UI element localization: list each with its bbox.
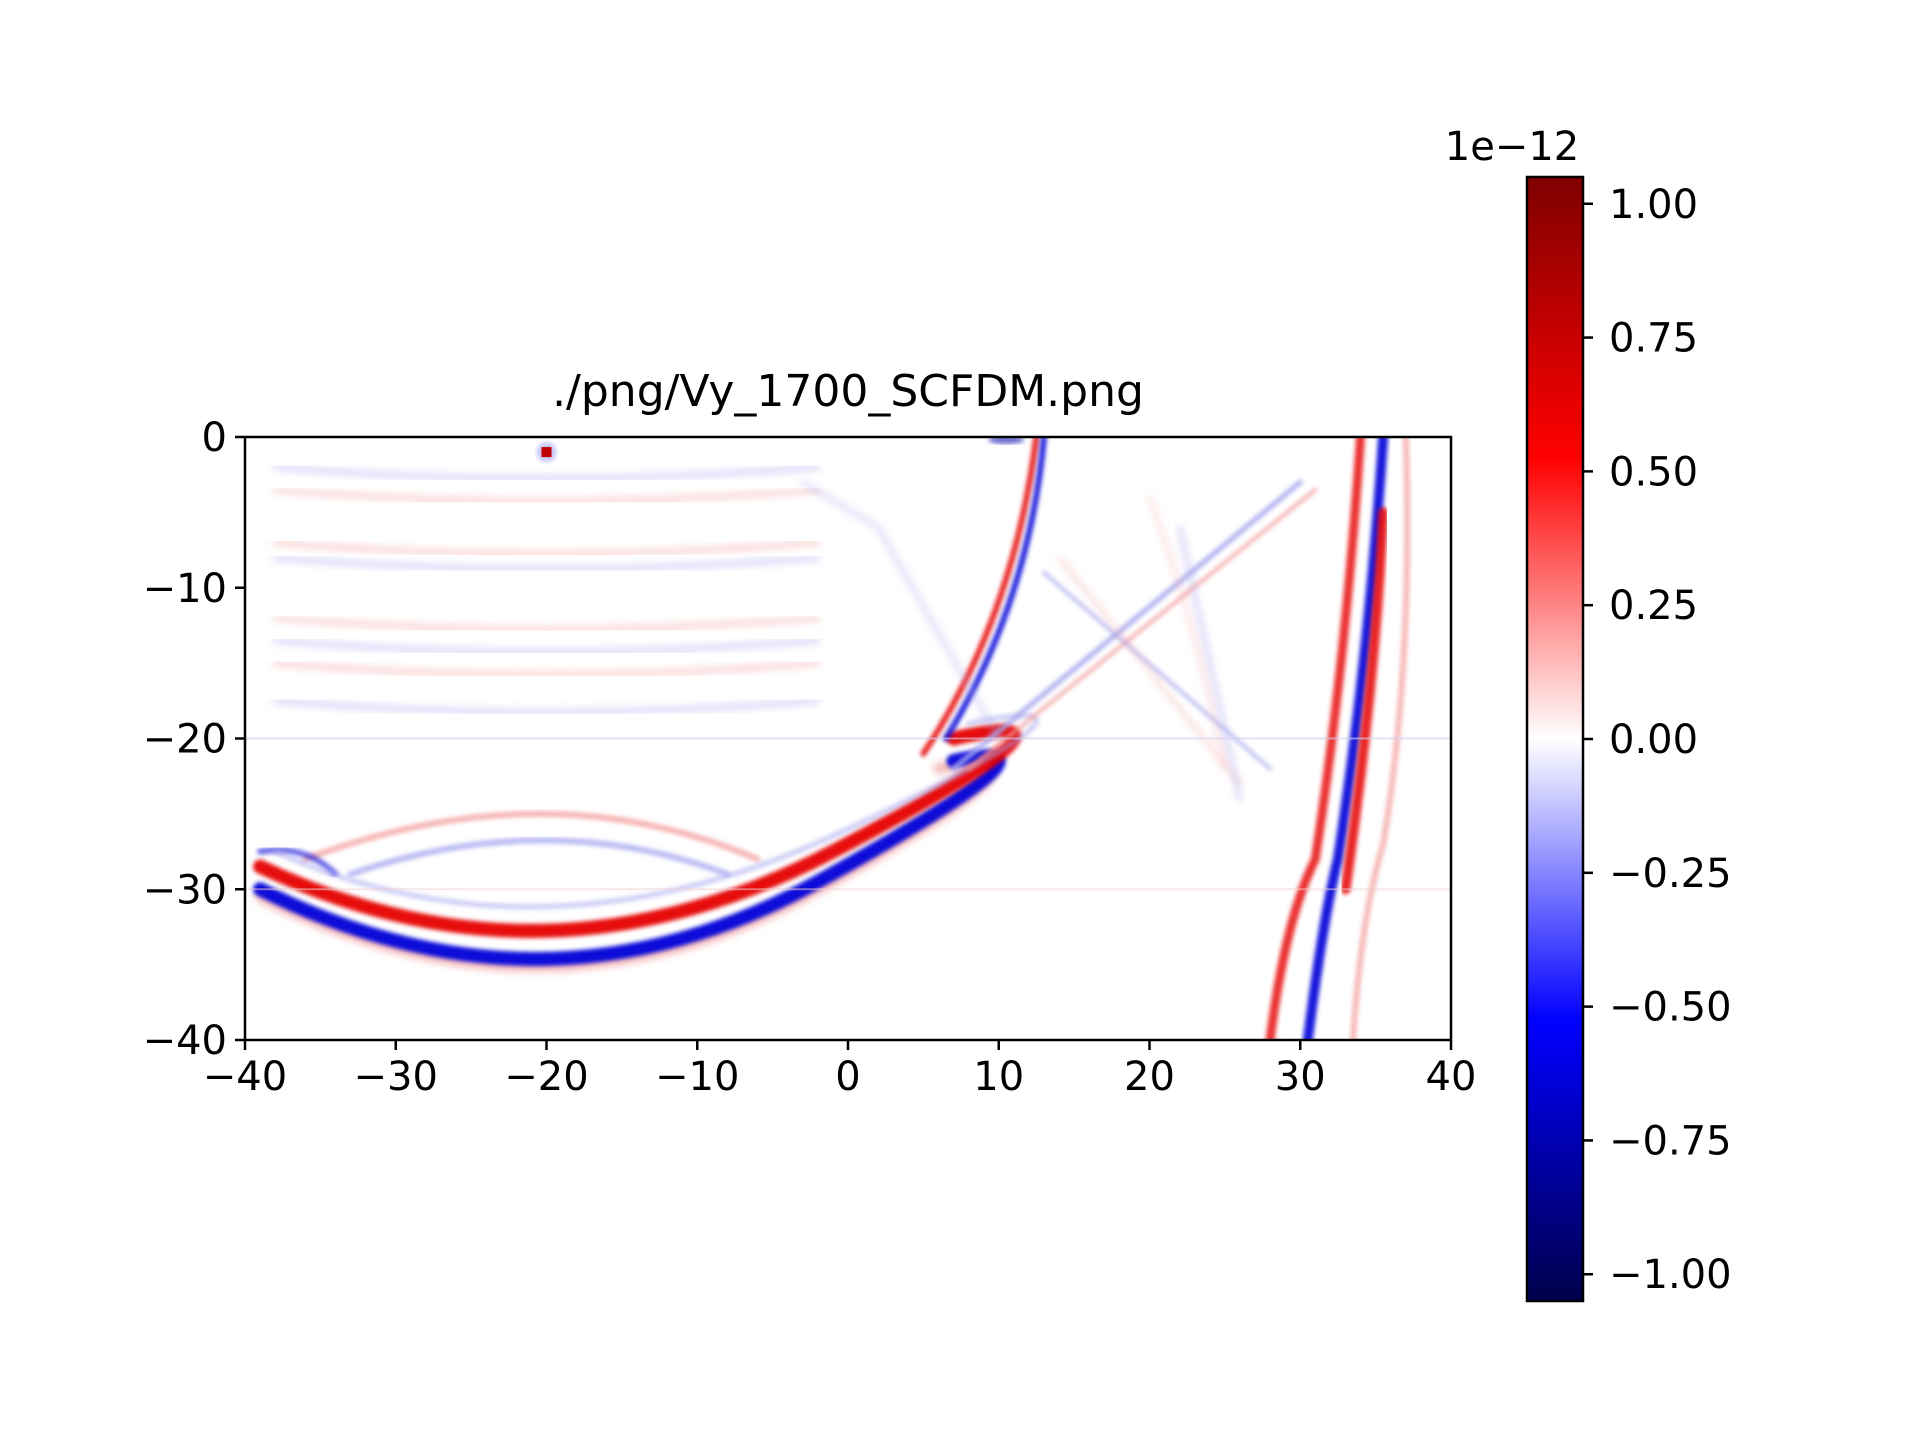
right-front-red-2 xyxy=(1340,507,1389,895)
colorbar-bar xyxy=(1525,175,1585,1303)
y-tick-label: −40 xyxy=(143,1018,227,1064)
right-front-outer xyxy=(1350,437,1411,1040)
colorbar-tick-label: 1.00 xyxy=(1609,182,1698,228)
right-front-blue xyxy=(1302,437,1389,1040)
y-tick-label: −10 xyxy=(143,566,227,612)
y-axis: 0 −10 −20 −30 −40 xyxy=(143,415,245,1064)
plot-area: −40 −30 −20 −10 0 10 20 30 40 0 −10 −20 −30 −40 xyxy=(143,415,1477,1100)
x-tick-label: −40 xyxy=(203,1054,287,1100)
y-tick-label: −30 xyxy=(143,867,227,913)
diagonal-wave xyxy=(1042,570,1273,771)
rising-branch-blue xyxy=(943,437,1047,742)
chart-title: ./png/Vy_1700_SCFDM.png xyxy=(552,366,1144,417)
diagonal-wave xyxy=(1057,556,1242,786)
ripple-band xyxy=(272,464,821,481)
right-front-red-1 xyxy=(1265,437,1365,1040)
inner-arc xyxy=(347,837,731,878)
colorbar-tick-label: −0.50 xyxy=(1609,985,1732,1031)
colorbar-tick-label: 0.50 xyxy=(1609,449,1698,495)
x-tick-label: −20 xyxy=(504,1054,588,1100)
colorbar: 1e−12 1.00 0.75 0.50 0.25 0.00 −0.25 −0.50 −0.7… xyxy=(1445,124,1732,1303)
ripple-band xyxy=(272,698,821,715)
source-marker xyxy=(541,447,552,458)
x-tick-label: −30 xyxy=(354,1054,438,1100)
inner-arc xyxy=(302,810,761,863)
colorbar-tick-label: −0.25 xyxy=(1609,851,1732,897)
main-arc-red xyxy=(253,724,1022,938)
x-tick-label: 20 xyxy=(1124,1054,1175,1100)
diagonal-wave xyxy=(951,479,1303,772)
y-tick-label: −20 xyxy=(143,717,227,763)
heatmap-image xyxy=(245,437,1451,1040)
edge-wave xyxy=(257,847,339,878)
y-tick-label: 0 xyxy=(202,415,227,461)
x-tick-label: 10 xyxy=(973,1054,1024,1100)
rising-branch-red xyxy=(920,437,1040,757)
surface-disturbance xyxy=(988,437,1025,445)
main-arc-inner xyxy=(272,713,1039,910)
x-tick-label: −10 xyxy=(655,1054,739,1100)
ripple-band xyxy=(272,555,821,572)
colorbar-tick-label: 0.00 xyxy=(1609,717,1698,763)
colorbar-tick-label: 0.75 xyxy=(1609,316,1698,362)
diagonal-wave xyxy=(966,487,1318,771)
ripple-band xyxy=(272,487,821,504)
ripple-band xyxy=(272,540,821,557)
ripple-band xyxy=(272,615,821,632)
right-front-branch xyxy=(1148,495,1227,771)
colorbar-offset-label: 1e−12 xyxy=(1445,124,1579,170)
colorbar-tick-label: −0.75 xyxy=(1609,1118,1732,1164)
x-tick-label: 30 xyxy=(1275,1054,1326,1100)
colorbar-tick-label: 0.25 xyxy=(1609,583,1698,629)
diagonal-wave xyxy=(800,480,1001,741)
right-front-branch xyxy=(1177,525,1242,801)
x-tick-label: 0 xyxy=(835,1054,860,1100)
ripple-band xyxy=(272,660,821,677)
x-axis: −40 −30 −20 −10 0 10 20 30 40 xyxy=(203,1040,1477,1100)
colorbar-ticks: 1.00 0.75 0.50 0.25 0.00 −0.25 −0.50 −0.75 −1.00 xyxy=(1583,182,1732,1298)
colorbar-tick-label: −1.00 xyxy=(1609,1252,1732,1298)
x-tick-label: 40 xyxy=(1426,1054,1477,1100)
ripple-band xyxy=(272,638,821,655)
